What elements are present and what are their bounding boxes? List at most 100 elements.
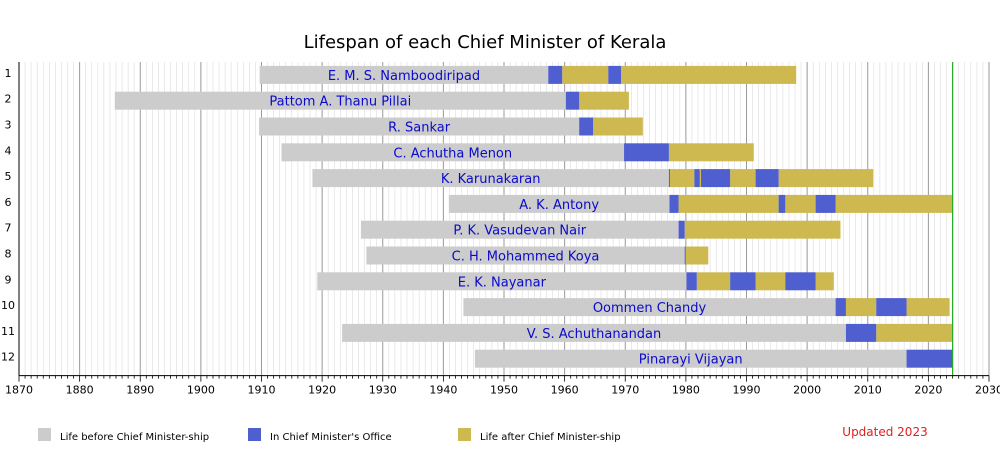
bar-before-office	[114, 91, 566, 110]
bar-in-office	[835, 298, 846, 317]
bar-after-office	[579, 91, 629, 110]
x-tick-label: 1930	[369, 384, 397, 397]
bar-in-office	[845, 323, 877, 342]
x-tick-label: 1910	[248, 384, 276, 397]
cm-name-label: Pinarayi Vijayan	[639, 353, 743, 368]
bar-in-office	[686, 272, 697, 291]
x-axis: 1870 1880 1890 1900 1910 1920 1930 1940 1950 1960…	[5, 62, 1000, 397]
bar-in-office	[624, 143, 669, 162]
updated-note: Updated 2023	[842, 425, 927, 439]
bar-in-office	[730, 272, 756, 291]
cm-name-label: K. Karunakaran	[441, 172, 541, 187]
x-tick-label: 2030	[975, 384, 1000, 397]
bar-after-office	[684, 220, 841, 239]
x-tick-label: 1890	[126, 384, 154, 397]
cm-name-label: C. Achutha Menon	[393, 146, 512, 161]
bar-between-terms	[696, 272, 731, 291]
cm-name-label: V. S. Achuthanandan	[527, 327, 662, 342]
bar-before-office	[366, 246, 685, 265]
x-tick-label: 2020	[914, 384, 942, 397]
bar-between-terms	[755, 272, 786, 291]
bar-in-office	[608, 65, 622, 84]
row-number: 9	[5, 273, 12, 286]
x-tick-label: 1990	[733, 384, 761, 397]
cm-name-label: A. K. Antony	[519, 198, 599, 213]
bar-after-office	[906, 298, 950, 317]
bar-in-office	[668, 169, 670, 188]
bar-before-office	[448, 194, 670, 213]
bar-between-terms	[678, 194, 779, 213]
row-number: 6	[5, 196, 12, 209]
bars: E. M. S. Namboodiripad 1 Pattom A. Thanu P…	[1, 62, 954, 376]
bar-after-office	[835, 194, 953, 213]
row-number: 11	[1, 325, 15, 338]
bar-after-office	[876, 323, 953, 342]
cm-name-label: P. K. Vasudevan Nair	[453, 224, 586, 239]
bar-between-terms	[562, 65, 609, 84]
x-tick-label: 1920	[308, 384, 336, 397]
cm-name-label: E. M. S. Namboodiripad	[328, 69, 480, 84]
bar-after-office	[778, 169, 874, 188]
bar-after-office	[668, 143, 754, 162]
bar-in-office	[755, 169, 779, 188]
row-number: 7	[5, 222, 12, 235]
bar-between-terms	[845, 298, 877, 317]
bar-after-office	[621, 65, 797, 84]
cm-name-label: E. K. Nayanar	[458, 275, 547, 290]
x-tick-label: 1950	[490, 384, 518, 397]
bar-in-office	[684, 246, 686, 265]
bar-after-office	[815, 272, 834, 291]
bar-in-office	[701, 169, 731, 188]
legend-swatch	[248, 428, 261, 441]
bar-in-office	[778, 194, 786, 213]
bar-between-terms	[669, 169, 695, 188]
bar-between-terms	[730, 169, 756, 188]
cm-name-label: Pattom A. Thanu Pillai	[269, 95, 411, 110]
bar-in-office	[548, 65, 563, 84]
bar-in-office	[669, 194, 679, 213]
legend-swatch	[38, 428, 51, 441]
legend-label: In Chief Minister's Office	[270, 432, 392, 443]
bar-before-office	[360, 220, 679, 239]
legend-label: Life before Chief Minister-ship	[60, 432, 209, 443]
cm-name-label: R. Sankar	[388, 121, 451, 136]
bar-in-office	[876, 298, 907, 317]
x-tick-label: 1980	[672, 384, 700, 397]
bar-between-terms	[785, 194, 816, 213]
x-tick-label: 2010	[854, 384, 882, 397]
bar-before-office	[312, 169, 669, 188]
bar-before-office	[317, 272, 687, 291]
bar-after-office	[593, 117, 643, 136]
x-tick-label: 1870	[5, 384, 33, 397]
bar-after-office	[685, 246, 709, 265]
bar-before-office	[259, 65, 549, 84]
bar-in-office	[906, 349, 953, 368]
x-tick-label: 2000	[793, 384, 821, 397]
x-tick-label: 1970	[611, 384, 639, 397]
bar-before-office	[281, 143, 625, 162]
bar-in-office	[678, 220, 685, 239]
row-number: 3	[5, 119, 12, 132]
bar-before-office	[259, 117, 580, 136]
grid	[18, 62, 990, 376]
row-number: 4	[5, 144, 12, 157]
row-number: 8	[5, 248, 12, 261]
row-number: 1	[5, 67, 12, 80]
bar-in-office	[565, 91, 580, 110]
row-number: 10	[1, 299, 15, 312]
bar-in-office	[579, 117, 594, 136]
cm-name-label: C. H. Mohammed Koya	[452, 250, 600, 265]
row-number: 5	[5, 170, 12, 183]
legend-label: Life after Chief Minister-ship	[480, 432, 621, 443]
legend: Life before Chief Minister-ship In Chief …	[38, 428, 621, 443]
x-tick-label: 1940	[429, 384, 457, 397]
chart-title: Lifespan of each Chief Minister of Keral…	[304, 32, 667, 53]
x-tick-label: 1960	[551, 384, 579, 397]
bar-in-office	[815, 194, 836, 213]
cm-name-label: Oommen Chandy	[593, 301, 707, 316]
bar-before-office	[342, 323, 846, 342]
bar-before-office	[474, 349, 907, 368]
row-number: 12	[1, 351, 15, 364]
